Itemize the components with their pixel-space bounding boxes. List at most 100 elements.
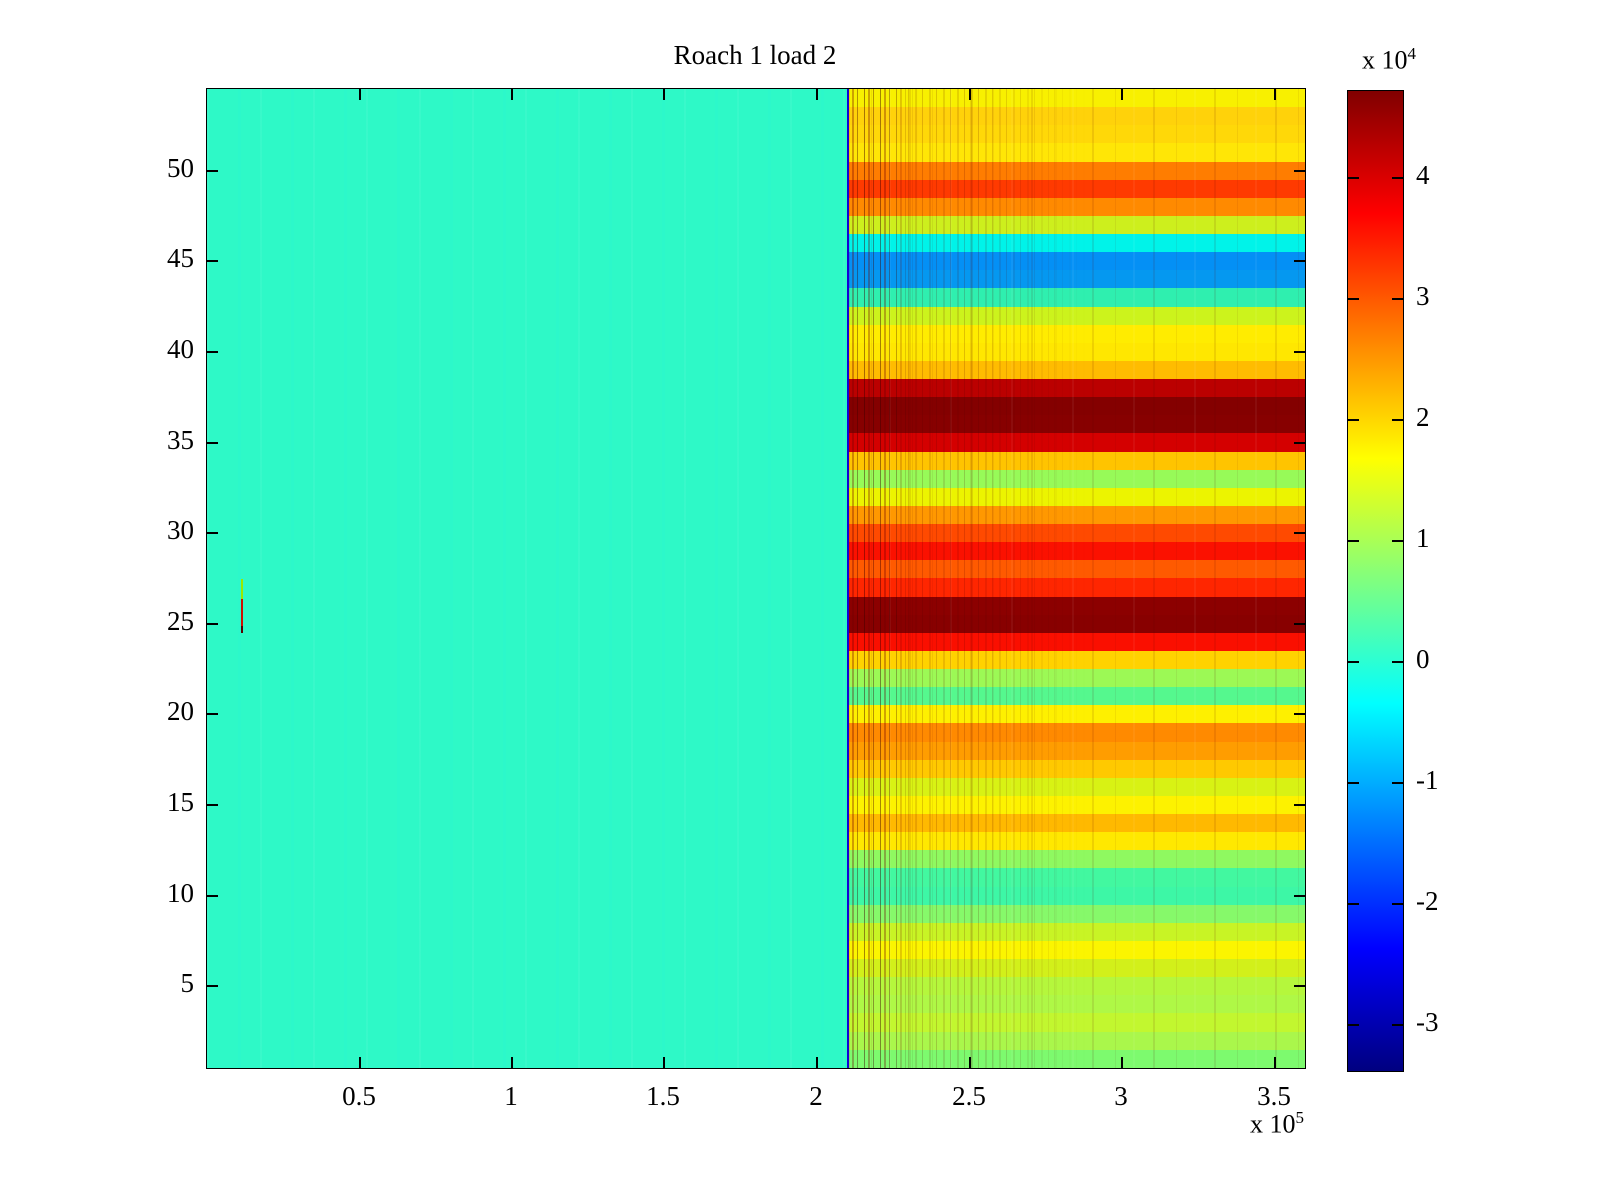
x-tick-label: 1.5 xyxy=(646,1081,680,1111)
tick-mark xyxy=(1294,623,1305,625)
heatmap-row xyxy=(848,959,1305,978)
y-tick-label: 20 xyxy=(167,696,194,726)
colorbar-tick-label: 4 xyxy=(1416,160,1430,190)
colorbar-tick-label: -1 xyxy=(1416,765,1439,795)
heatmap-row xyxy=(848,977,1305,996)
tick-mark xyxy=(359,89,361,100)
heatmap-row xyxy=(848,723,1305,742)
transition-line xyxy=(847,89,849,1068)
tick-mark xyxy=(1294,170,1305,172)
tick-mark xyxy=(1274,1057,1276,1068)
x-tick-label: 2.5 xyxy=(952,1081,986,1111)
tick-mark xyxy=(1392,661,1403,663)
y-tick-label: 10 xyxy=(167,878,194,908)
tick-mark xyxy=(207,442,218,444)
heatmap-row xyxy=(848,560,1305,579)
tick-mark xyxy=(1294,532,1305,534)
tick-mark xyxy=(816,89,818,100)
tick-mark xyxy=(1121,1057,1123,1068)
tick-mark xyxy=(207,351,218,353)
heatmap-row xyxy=(848,832,1305,851)
tick-mark xyxy=(1294,985,1305,987)
colorbar-tick-label: 2 xyxy=(1416,402,1430,432)
heatmap-row xyxy=(848,451,1305,470)
tick-mark xyxy=(816,1057,818,1068)
heatmap-row xyxy=(848,868,1305,887)
heatmap-row xyxy=(848,705,1305,724)
heatmap-row xyxy=(848,795,1305,814)
colorbar-multiplier: x 104 xyxy=(1362,44,1416,76)
x-multiplier-exponent: 5 xyxy=(1295,1108,1305,1127)
tick-mark xyxy=(1348,419,1359,421)
heatmap-row xyxy=(848,814,1305,833)
colorbar-tick-label: -2 xyxy=(1416,886,1439,916)
colorbar-tick-label: 0 xyxy=(1416,644,1430,674)
tick-mark xyxy=(207,260,218,262)
tick-mark xyxy=(1392,903,1403,905)
x-tick-label: 3 xyxy=(1114,1081,1128,1111)
heatmap-row xyxy=(848,614,1305,633)
tick-mark xyxy=(1348,661,1359,663)
colorbar-tick-label: -3 xyxy=(1416,1007,1439,1037)
colorbar-tick-marks xyxy=(1348,91,1403,1071)
heatmap-row xyxy=(848,542,1305,561)
tick-mark xyxy=(511,1057,513,1068)
heatmap-row xyxy=(848,324,1305,343)
heatmap-row xyxy=(848,850,1305,869)
x-multiplier-base: x 10 xyxy=(1250,1109,1296,1139)
cb-multiplier-exponent: 4 xyxy=(1407,44,1417,63)
heatmap-row xyxy=(848,650,1305,669)
heatmap-row xyxy=(848,360,1305,379)
heatmap-row xyxy=(848,1031,1305,1050)
heatmap-row xyxy=(848,215,1305,234)
tick-mark xyxy=(207,985,218,987)
heatmap-row xyxy=(848,1049,1305,1068)
x-tick-label: 1 xyxy=(504,1081,518,1111)
heatmap-row xyxy=(848,342,1305,361)
heatmap-row xyxy=(848,777,1305,796)
tick-mark xyxy=(663,1057,665,1068)
heatmap-row xyxy=(848,669,1305,688)
cb-multiplier-base: x 10 xyxy=(1362,45,1408,75)
heatmap-row xyxy=(848,487,1305,506)
tick-mark xyxy=(511,89,513,100)
left-region-texture xyxy=(207,89,848,1068)
y-tick-label: 30 xyxy=(167,515,194,545)
chart-title: Roach 1 load 2 xyxy=(673,40,837,70)
tick-mark xyxy=(969,89,971,100)
heatmap-row xyxy=(848,433,1305,452)
tick-mark xyxy=(1294,713,1305,715)
heatmap-row xyxy=(848,306,1305,325)
y-tick-label: 15 xyxy=(167,787,194,817)
tick-mark xyxy=(1348,1024,1359,1026)
tick-mark xyxy=(1294,351,1305,353)
y-tick-label: 5 xyxy=(180,968,195,998)
heatmap-row xyxy=(848,687,1305,706)
heatmap-row xyxy=(848,397,1305,416)
heatmap-band-region xyxy=(848,89,1305,1068)
tick-mark xyxy=(1294,260,1305,262)
heatmap-row xyxy=(848,379,1305,398)
heatmap-row xyxy=(848,741,1305,760)
tick-mark xyxy=(359,1057,361,1068)
tick-mark xyxy=(207,623,218,625)
colorbar-tick-label: 1 xyxy=(1416,523,1430,553)
colorbar xyxy=(1347,90,1404,1072)
heatmap-row xyxy=(848,234,1305,253)
x-axis-multiplier: x 105 xyxy=(1104,1108,1304,1140)
x-tick-label: 2 xyxy=(809,1081,823,1111)
heatmap-row xyxy=(848,759,1305,778)
heatmap-row xyxy=(848,578,1305,597)
heatmap-row xyxy=(848,107,1305,126)
heatmap-row xyxy=(848,632,1305,651)
heatmap-row xyxy=(848,922,1305,941)
heatmap-row xyxy=(848,940,1305,959)
tick-mark xyxy=(207,804,218,806)
tick-mark xyxy=(1348,298,1359,300)
tick-mark xyxy=(1121,89,1123,100)
heatmap-left-region xyxy=(207,89,848,1068)
y-tick-label: 50 xyxy=(167,153,194,183)
heatmap-row xyxy=(848,89,1305,108)
y-tick-label: 45 xyxy=(167,243,194,273)
tick-mark xyxy=(969,1057,971,1068)
